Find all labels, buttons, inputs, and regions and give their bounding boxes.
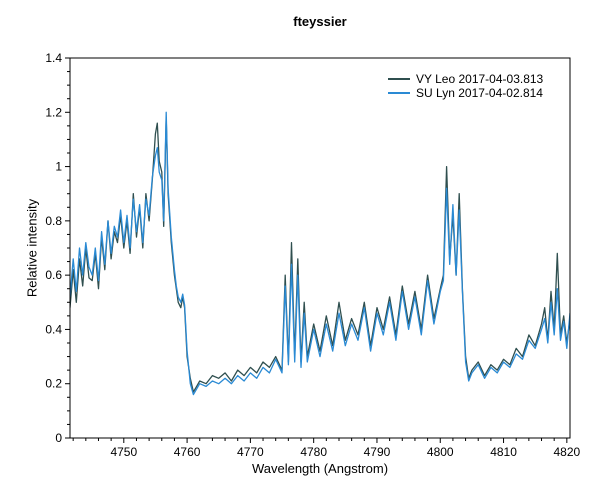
y-tick-label-0: 0: [55, 431, 62, 445]
x-axis-label: Wavelength (Angstrom): [251, 461, 389, 476]
y-tick-label-1.4: 1.4: [45, 51, 62, 65]
plot-area-frame: [69, 57, 571, 439]
x-tick-label-4750: 4750: [110, 445, 137, 459]
y-tick-label-0.8: 0.8: [45, 214, 62, 228]
legend-label-su-lyn: SU Lyn 2017-04-02.814: [416, 86, 543, 100]
legend-label-vy-leo: VY Leo 2017-04-03.813: [416, 72, 544, 86]
legend: VY Leo 2017-04-03.813 SU Lyn 2017-04-02.…: [388, 72, 544, 100]
y-tick-label-0.4: 0.4: [45, 322, 62, 336]
chart-title: fteyssier: [293, 14, 347, 29]
x-tick-label-4770: 4770: [237, 445, 264, 459]
y-tick-label-1: 1: [55, 160, 62, 174]
x-tick-label-4810: 4810: [490, 445, 517, 459]
x-tick-label-4800: 4800: [427, 445, 454, 459]
x-tick-label-4760: 4760: [174, 445, 201, 459]
series-line-su-lyn: [70, 111, 570, 396]
x-tick-label-4780: 4780: [300, 445, 327, 459]
x-axis: 4750 4760 4770 4780 4790 4800 4810 4820: [72, 438, 581, 459]
y-tick-label-0.2: 0.2: [45, 377, 62, 391]
x-tick-label-4790: 4790: [364, 445, 391, 459]
y-axis: 0 0.2 0.4 0.6 0.8 1 1.2 1.4: [45, 51, 70, 445]
series-layer: [70, 111, 570, 396]
y-tick-label-0.6: 0.6: [45, 268, 62, 282]
series-line-vy-leo: [70, 117, 570, 393]
x-tick-label-4820: 4820: [553, 445, 580, 459]
y-tick-label-1.2: 1.2: [45, 105, 62, 119]
